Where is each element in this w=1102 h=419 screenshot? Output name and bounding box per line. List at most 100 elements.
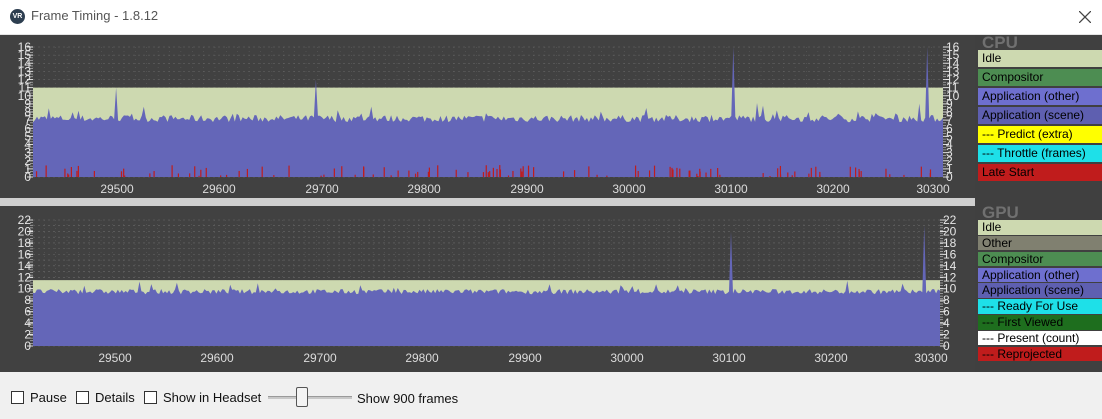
- x-tick-label: 29600: [200, 351, 234, 365]
- cpu-legend-item: Application (other): [978, 88, 1102, 105]
- y-tick-label: 0: [946, 170, 953, 184]
- gpu-chart-panel: 0 0 2 2 4 4 6 6 8 8 10 10 12 12 14 14 16 16 18 18 20 20 22 22 29…: [0, 206, 975, 372]
- late-start-mark: [76, 170, 78, 177]
- late-start-mark: [194, 166, 196, 177]
- late-start-mark: [521, 171, 523, 177]
- y-tick-label: 10: [943, 282, 957, 296]
- late-start-mark: [653, 165, 656, 177]
- late-start-mark: [496, 168, 498, 177]
- late-start-mark: [929, 173, 931, 177]
- late-start-mark: [717, 168, 719, 177]
- y-tick-label: 20: [18, 224, 32, 238]
- late-start-mark: [64, 168, 66, 177]
- late-start-mark: [710, 168, 712, 177]
- checkbox-box[interactable]: [11, 390, 24, 404]
- details-checkbox[interactable]: Details: [76, 389, 135, 405]
- show-in-headset-checkbox[interactable]: Show in Headset: [144, 389, 261, 405]
- late-start-mark: [68, 174, 70, 177]
- x-tick-label: 30300: [916, 182, 950, 196]
- panel-separator[interactable]: [0, 198, 975, 206]
- y-tick-label: 15: [946, 48, 960, 62]
- frames-slider[interactable]: [268, 386, 352, 408]
- y-tick-label: 13: [946, 64, 960, 78]
- late-start-mark: [372, 174, 374, 177]
- late-start-mark: [341, 166, 343, 177]
- y-tick-label: 5: [946, 129, 953, 143]
- late-start-mark: [512, 170, 514, 177]
- late-start-mark: [527, 165, 530, 177]
- close-button[interactable]: [1068, 0, 1102, 34]
- cpu-legend-item: Application (scene): [978, 107, 1102, 124]
- late-start-mark: [220, 175, 222, 177]
- y-tick-label: 20: [943, 224, 957, 238]
- late-start-mark: [705, 172, 707, 177]
- y-tick-label: 12: [946, 73, 960, 87]
- x-tick-label: 29900: [508, 351, 542, 365]
- show-in-headset-label[interactable]: Show in Headset: [163, 389, 262, 405]
- y-tick-label: 7: [946, 113, 953, 127]
- late-start-mark: [606, 175, 608, 177]
- late-start-mark: [200, 169, 202, 177]
- gpu-legend-item: Compositor: [978, 251, 1102, 267]
- y-tick-label: 16: [946, 40, 960, 54]
- y-tick-label: 4: [946, 138, 953, 152]
- y-tick-label: 13: [18, 64, 32, 78]
- gpu-legend-item: --- Reprojected: [978, 346, 1102, 362]
- late-start-mark: [779, 165, 782, 177]
- late-start-mark: [689, 170, 691, 177]
- late-start-mark: [198, 175, 200, 177]
- late-start-mark: [390, 175, 392, 177]
- y-tick-label: 9: [946, 97, 953, 111]
- late-start-mark: [522, 166, 524, 177]
- late-start-mark: [288, 165, 290, 177]
- slider-thumb[interactable]: [296, 387, 308, 407]
- late-start-mark: [507, 175, 510, 177]
- late-start-mark: [671, 167, 673, 177]
- y-tick-label: 6: [943, 305, 950, 319]
- x-tick-label: 30000: [610, 351, 644, 365]
- late-start-mark: [205, 167, 207, 177]
- late-start-mark: [672, 169, 674, 177]
- checkbox-box[interactable]: [76, 390, 89, 404]
- late-start-mark: [696, 173, 698, 177]
- y-tick-label: 0: [943, 339, 950, 353]
- late-start-mark: [489, 171, 491, 177]
- checkbox-box[interactable]: [144, 390, 157, 404]
- x-tick-label: 30300: [914, 351, 948, 365]
- pause-label[interactable]: Pause: [30, 389, 67, 405]
- late-start-mark: [485, 165, 487, 177]
- frame-timing-content: 0 0 1 1 2 2 3 3 4 4 5 5 6 6 7 7 8 8 9 9 10 10 11 11 12 12 13 13 14 14…: [0, 35, 1102, 372]
- title-bar: VR Frame Timing - 1.8.12: [0, 0, 1102, 35]
- late-start-mark: [762, 173, 764, 177]
- late-start-mark: [791, 175, 793, 177]
- close-icon: [1079, 11, 1091, 23]
- cpu-legend-item: --- Throttle (frames): [978, 145, 1102, 162]
- steamvr-icon: VR: [10, 9, 25, 24]
- late-start-mark: [679, 168, 681, 177]
- pause-checkbox[interactable]: Pause: [11, 389, 67, 405]
- x-tick-label: 29900: [510, 182, 544, 196]
- late-start-mark: [171, 165, 173, 177]
- bottom-toolbar: Pause Details Show in Headset Show 900 f…: [0, 376, 1102, 419]
- cpu-legend-header: CPU: [982, 35, 1018, 50]
- y-tick-label: 16: [943, 247, 957, 261]
- late-start-mark: [697, 175, 699, 177]
- frames-count-label: Show 900 frames: [357, 391, 459, 406]
- slider-track[interactable]: [268, 396, 352, 399]
- y-tick-label: 10: [18, 282, 32, 296]
- y-tick-label: 18: [943, 236, 957, 250]
- late-start-mark: [354, 174, 356, 177]
- late-start-mark: [153, 171, 155, 177]
- y-tick-label: 8: [943, 293, 950, 307]
- gpu-legend-item: Application (other): [978, 267, 1102, 283]
- late-start-mark: [808, 173, 810, 177]
- y-tick-label: 10: [18, 89, 32, 103]
- application-area: [33, 47, 943, 177]
- window-title: Frame Timing - 1.8.12: [31, 8, 159, 23]
- details-label[interactable]: Details: [95, 389, 135, 405]
- late-start-mark: [573, 170, 576, 177]
- y-tick-label: 6: [946, 121, 953, 135]
- late-start-mark: [67, 173, 69, 177]
- late-start-mark: [189, 173, 191, 177]
- late-start-mark: [634, 165, 637, 177]
